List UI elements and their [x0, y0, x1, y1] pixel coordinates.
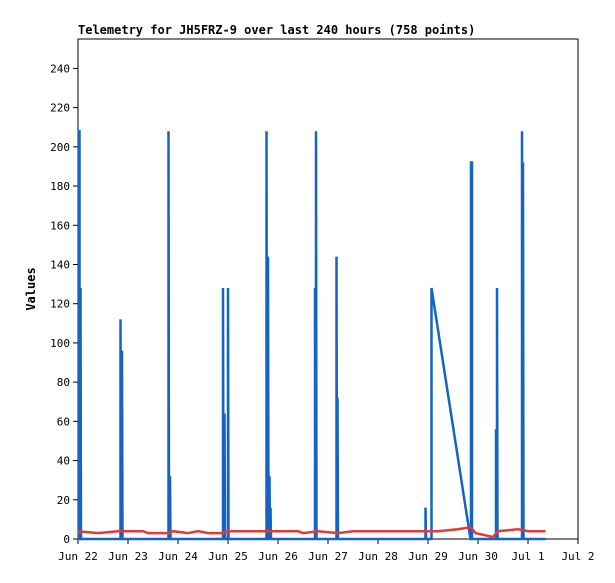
- plot-frame: [77, 38, 579, 540]
- y-tick-label: 120: [50, 298, 70, 311]
- y-tick-label: 60: [57, 415, 70, 428]
- y-tick-label: 240: [50, 62, 70, 75]
- y-tick-label: 40: [57, 455, 70, 468]
- x-tick-label: Jun 22: [58, 550, 98, 563]
- y-tick-label: 200: [50, 141, 70, 154]
- series-1-line: [77, 525, 546, 539]
- y-tick-label: 100: [50, 337, 70, 350]
- y-tick-label: 80: [57, 376, 70, 389]
- series-layer: [77, 129, 546, 541]
- x-tick-label: Jun 26: [258, 550, 298, 563]
- y-tick-label: 140: [50, 258, 70, 271]
- chart-title: Telemetry for JH5FRZ-9 over last 240 hou…: [78, 23, 475, 37]
- y-axis-label: Values: [24, 267, 38, 310]
- x-tick-label: Jul 1: [511, 550, 544, 563]
- x-tick-label: Jun 25: [208, 550, 248, 563]
- y-tick-label: 160: [50, 219, 70, 232]
- y-tick-label: 0: [63, 533, 70, 546]
- x-tick-label: Jun 27: [308, 550, 348, 563]
- axis-ticks: 0 20 40 60 80 100 120 140 160 180 200 220 240 Jun 22 J…: [50, 62, 594, 563]
- x-tick-label: Jun 23: [108, 550, 148, 563]
- x-tick-label: Jun 30: [458, 550, 498, 563]
- y-tick-label: 180: [50, 180, 70, 193]
- x-tick-label: Jun 29: [408, 550, 448, 563]
- x-tick-label: Jun 28: [358, 550, 398, 563]
- y-tick-label: 220: [50, 102, 70, 115]
- x-tick-label: Jun 24: [158, 550, 198, 563]
- series-0-line: [77, 129, 546, 541]
- y-tick-label: 20: [57, 494, 70, 507]
- x-tick-label: Jul 2: [561, 550, 594, 563]
